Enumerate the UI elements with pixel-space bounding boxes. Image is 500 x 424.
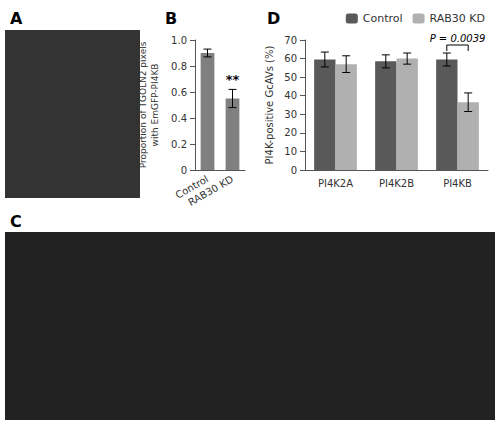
- svg-text:RAB30 KD: RAB30 KD: [186, 173, 235, 208]
- svg-text:0.2: 0.2: [171, 139, 187, 150]
- svg-text:30: 30: [284, 109, 297, 120]
- svg-text:with EmGFP-PI4KB: with EmGFP-PI4KB: [150, 64, 160, 147]
- svg-text:PI4KB: PI4KB: [443, 178, 472, 189]
- svg-text:70: 70: [284, 35, 297, 46]
- svg-text:0.4: 0.4: [171, 113, 187, 124]
- svg-text:B: B: [165, 9, 177, 28]
- svg-text:1.0: 1.0: [171, 35, 187, 46]
- svg-text:P = 0.0039: P = 0.0039: [430, 33, 486, 44]
- svg-text:PI4K2A: PI4K2A: [318, 178, 353, 189]
- svg-text:**: **: [226, 72, 240, 87]
- svg-text:C: C: [10, 212, 22, 231]
- svg-text:D: D: [267, 9, 280, 28]
- svg-text:20: 20: [284, 127, 297, 138]
- svg-text:0.6: 0.6: [171, 87, 187, 98]
- svg-text:PI4K-positive GcAVs (%): PI4K-positive GcAVs (%): [264, 45, 275, 164]
- svg-text:40: 40: [284, 90, 297, 101]
- svg-text:PI4K2B: PI4K2B: [379, 178, 414, 189]
- svg-text:0: 0: [181, 165, 187, 176]
- svg-text:RAB30 KD: RAB30 KD: [430, 12, 485, 25]
- svg-text:60: 60: [284, 53, 297, 64]
- svg-text:Proportion of TGOLN2 pixels: Proportion of TGOLN2 pixels: [138, 41, 148, 168]
- svg-text:A: A: [10, 9, 23, 28]
- svg-text:0.8: 0.8: [171, 61, 187, 72]
- svg-text:10: 10: [284, 146, 297, 157]
- svg-text:0: 0: [291, 165, 297, 176]
- svg-text:50: 50: [284, 72, 297, 83]
- svg-text:Control: Control: [173, 173, 211, 201]
- svg-text:Control: Control: [363, 12, 403, 25]
